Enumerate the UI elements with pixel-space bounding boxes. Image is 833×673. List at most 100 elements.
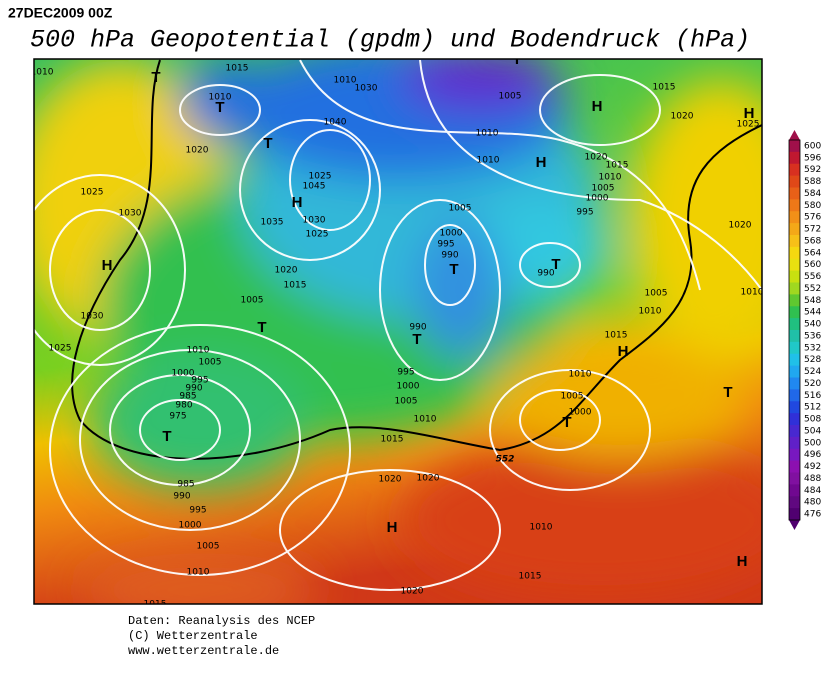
pressure-center: T <box>449 261 458 278</box>
colorbar-label: 528 <box>804 355 821 365</box>
colorbar-swatch <box>789 258 800 272</box>
isobar-label: 990 <box>409 323 426 333</box>
pressure-center: H <box>292 194 303 211</box>
isobar-label: 995 <box>191 376 208 386</box>
map-frame <box>33 58 763 605</box>
isobar-label: 1005 <box>561 392 584 402</box>
isobar-label: 1025 <box>49 344 72 354</box>
isobar-label: 1005 <box>199 358 222 368</box>
isobar-label: 1015 <box>226 64 249 74</box>
colorbar-label: 592 <box>804 165 821 175</box>
colorbar-swatch <box>789 448 800 462</box>
isobar-label: 1005 <box>592 184 615 194</box>
colorbar-swatch <box>789 389 800 402</box>
isobar-label: 1020 <box>379 475 402 485</box>
colorbar-label: 484 <box>804 486 821 496</box>
colorbar-label: 544 <box>804 308 821 318</box>
colorbar-swatch <box>789 413 800 426</box>
isobar-label: 1025 <box>309 172 332 182</box>
colorbar-label: 576 <box>804 213 821 223</box>
isobar-label: 1045 <box>303 182 326 192</box>
colorbar-swatch <box>789 401 800 414</box>
colorbar-swatch <box>789 484 800 497</box>
colorbar-label: 532 <box>804 343 821 353</box>
pressure-center: H <box>536 154 547 171</box>
isobar-label: 1010 <box>741 288 764 298</box>
isobar-label: 1005 <box>395 397 418 407</box>
pressure-center: H <box>737 553 748 570</box>
colorbar-swatch <box>789 235 800 248</box>
isobar-label: 1010 <box>477 156 500 166</box>
isobar-label: 1010 <box>31 68 54 78</box>
pressure-center: H <box>744 105 755 122</box>
isobar-label: 1020 <box>729 221 752 231</box>
colorbar-label: 520 <box>804 379 821 389</box>
pressure-center: T <box>512 51 521 68</box>
isobar-label: 1000 <box>586 194 609 204</box>
isobar-label: 1020 <box>275 266 298 276</box>
colorbar-label: 512 <box>804 403 821 413</box>
isobar-label: 1020 <box>671 112 694 122</box>
pressure-center: T <box>551 256 560 273</box>
colorbar-label: 584 <box>804 189 821 199</box>
colorbar-label: 556 <box>804 272 821 282</box>
isobar-label: 1015 <box>653 83 676 93</box>
isobar-label: 1010 <box>187 346 210 356</box>
colorbar-swatch <box>789 282 800 295</box>
isobar-label: 1005 <box>499 92 522 102</box>
isobar-label: 1025 <box>306 230 329 240</box>
isobar-label: 1015 <box>519 572 542 582</box>
isobar-label: 1020 <box>186 146 209 156</box>
isobar-label: 1010 <box>476 129 499 139</box>
colorbar-swatch <box>789 211 800 224</box>
colorbar-cap <box>789 130 800 140</box>
colorbar-swatch <box>789 151 800 165</box>
isobar-label: 1010 <box>414 415 437 425</box>
isobar-label: 1005 <box>241 296 264 306</box>
colorbar-label: 504 <box>804 426 821 436</box>
colorbar-swatch <box>789 436 800 450</box>
isobar-label: 1030 <box>303 216 326 226</box>
colorbar-label: 480 <box>804 498 821 508</box>
isobar-label: 1010 <box>639 307 662 317</box>
colorbar-label: 516 <box>804 391 821 401</box>
colorbar-label: 572 <box>804 225 821 235</box>
colorbar-label: 548 <box>804 296 821 306</box>
colorbar-swatch <box>789 330 800 343</box>
colorbar-label: 600 <box>804 141 821 151</box>
colorbar-label: 488 <box>804 474 821 484</box>
colorbar-swatch <box>789 199 800 212</box>
colorbar-label: 496 <box>804 450 821 460</box>
isobar-label: 1035 <box>261 218 284 228</box>
colorbar-label: 508 <box>804 415 821 425</box>
isobar-label: 1005 <box>645 289 668 299</box>
isobar-label: 1010 <box>209 93 232 103</box>
colorbar-swatch <box>789 496 800 509</box>
isobar-label: 1010 <box>569 370 592 380</box>
isobar-label: 1020 <box>585 153 608 163</box>
colorbar-swatch <box>789 425 800 438</box>
contour-label: 552 <box>496 455 515 465</box>
isobar-label: 1015 <box>284 281 307 291</box>
map-title: 500 hPa Geopotential (gpdm) und Bodendru… <box>30 26 750 55</box>
colorbar-label: 552 <box>804 284 821 294</box>
pressure-center: T <box>151 69 160 86</box>
isobar-label: 1000 <box>179 521 202 531</box>
isobar-label: 995 <box>189 506 206 516</box>
colorbar-label: 588 <box>804 177 821 187</box>
colorbar-swatch <box>789 187 800 200</box>
isobar-label: 1010 <box>334 76 357 86</box>
colorbar-swatch <box>789 460 800 473</box>
isobar-label: 1015 <box>605 331 628 341</box>
colorbar-label: 560 <box>804 260 821 270</box>
credit-line: (C) Wetterzentrale <box>128 629 258 643</box>
colorbar-label: 568 <box>804 236 821 246</box>
colorbar-cap <box>789 520 800 530</box>
colorbar-swatch <box>789 472 800 485</box>
pressure-center: T <box>215 99 224 116</box>
pressure-center: T <box>263 135 272 152</box>
isobar-label: 1020 <box>417 474 440 484</box>
pressure-center: T <box>257 319 266 336</box>
map-field: 1010 101510101020101010301040102510451035… <box>31 51 764 604</box>
